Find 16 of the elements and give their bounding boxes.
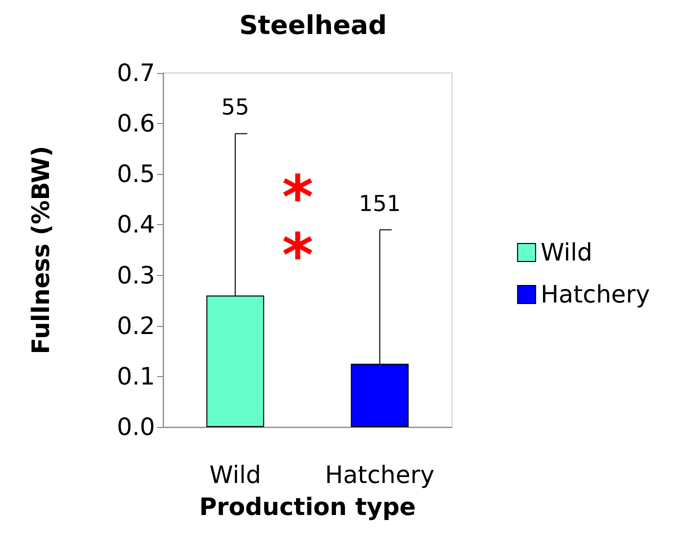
legend-label: Wild <box>540 238 592 266</box>
annotation: ** <box>282 163 314 291</box>
y-tick-label: 0.3 <box>116 261 155 290</box>
y-tick-label: 0.5 <box>116 160 155 188</box>
annotation: 55 <box>221 96 250 121</box>
text: 0.0 <box>116 413 155 441</box>
x-axis-title: Production type <box>199 493 416 521</box>
annotation: 151 <box>358 192 401 217</box>
y-axis-title: Fullness (%BW) <box>27 146 55 354</box>
y-tick-label: 0.7 <box>116 59 155 87</box>
y-tick-label: 0.1 <box>116 362 155 390</box>
y-tick-label: 0.2 <box>116 312 155 340</box>
legend-label: Hatchery <box>540 280 650 308</box>
y-tick-label: 0.6 <box>116 110 155 138</box>
y-tick-label: 0.4 <box>116 210 155 239</box>
chart-title: Steelhead <box>239 11 387 41</box>
